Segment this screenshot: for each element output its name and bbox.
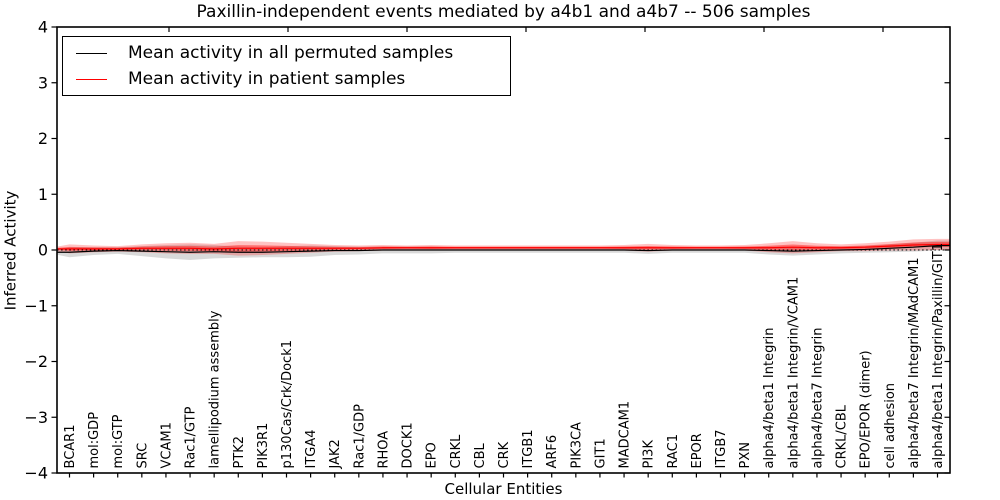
- x-tick-label: RHOA: [376, 431, 391, 469]
- x-tick-label: CRKL/CBL: [835, 404, 850, 468]
- x-tick-label: alpha4/beta1 Integrin: [762, 327, 777, 468]
- x-tick-label: PIK3R1: [256, 423, 271, 469]
- x-tick-label: PTK2: [232, 436, 247, 469]
- y-tick-label: −3: [24, 408, 48, 427]
- x-tick-label: EPOR: [690, 433, 705, 468]
- x-tick-label: CRKL: [449, 434, 464, 469]
- x-tick-label: PI3K: [642, 440, 657, 469]
- x-tick-label: mol:GTP: [111, 414, 126, 468]
- legend: Mean activity in all permuted samples Me…: [62, 36, 511, 96]
- x-tick-label: EPO/EPOR (dimer): [859, 350, 874, 468]
- figure-title: Paxillin-independent events mediated by …: [196, 2, 811, 22]
- permuted-line-sample-icon: [76, 52, 107, 54]
- legend-item-patient: Mean activity in patient samples: [76, 69, 510, 89]
- x-tick-label: alpha4/beta1 Integrin/Paxillin/GIT1: [931, 243, 946, 469]
- y-tick-label: 0: [38, 241, 48, 260]
- y-tick-label: 1: [38, 185, 48, 204]
- x-tick-label: ITGB1: [521, 429, 536, 468]
- x-tick-label: MADCAM1: [618, 401, 633, 469]
- x-tick-label: GIT1: [593, 438, 608, 468]
- x-tick-label: p130Cas/Crk/Dock1: [280, 340, 295, 469]
- x-tick-label: Rac1/GTP: [184, 406, 199, 468]
- y-tick-label: 4: [38, 18, 48, 37]
- legend-label-patient: Mean activity in patient samples: [128, 69, 406, 89]
- x-tick-label: CRK: [497, 441, 512, 468]
- legend-item-permuted: Mean activity in all permuted samples: [76, 43, 510, 63]
- x-tick-label: lamellipodium assembly: [208, 310, 223, 468]
- x-tick-label: SRC: [135, 443, 150, 469]
- y-tick-label: −1: [24, 296, 48, 315]
- y-tick-label: −2: [24, 352, 48, 371]
- x-tick-label: CBL: [473, 443, 488, 469]
- x-tick-label: DOCK1: [401, 422, 416, 468]
- x-tick-label: alpha4/beta7 Integrin: [810, 327, 825, 468]
- x-tick-label: mol:GDP: [87, 412, 102, 469]
- series-line-permuted: [57, 244, 950, 253]
- x-tick-label: JAK2: [328, 439, 343, 469]
- x-tick-label: cell adhesion: [883, 383, 898, 469]
- x-tick-label: PXN: [738, 442, 753, 468]
- x-tick-label: VCAM1: [159, 422, 174, 468]
- y-tick-label: 3: [38, 73, 48, 92]
- x-tick-label: alpha4/beta7 Integrin/MAdCAM1: [907, 258, 922, 469]
- x-tick-label: PIK3CA: [569, 422, 584, 469]
- x-axis-label: Cellular Entities: [444, 480, 563, 498]
- y-tick-label: −4: [24, 464, 48, 483]
- legend-label-permuted: Mean activity in all permuted samples: [128, 43, 454, 63]
- patient-line-sample-icon: [76, 78, 107, 80]
- x-tick-label: Rac1/GDP: [352, 404, 367, 469]
- x-tick-label: RAC1: [666, 434, 681, 469]
- band-patient-inner: [57, 241, 950, 252]
- x-tick-label: ARF6: [545, 435, 560, 469]
- x-tick-label: ITGA4: [304, 429, 319, 468]
- x-tick-label: alpha4/beta1 Integrin/VCAM1: [786, 277, 801, 469]
- x-tick-label: BCAR1: [63, 425, 78, 469]
- x-tick-label: EPO: [425, 442, 440, 468]
- x-tick-label: ITGB7: [714, 429, 729, 468]
- y-tick-label: 2: [38, 129, 48, 148]
- series-line-patient: [57, 243, 950, 250]
